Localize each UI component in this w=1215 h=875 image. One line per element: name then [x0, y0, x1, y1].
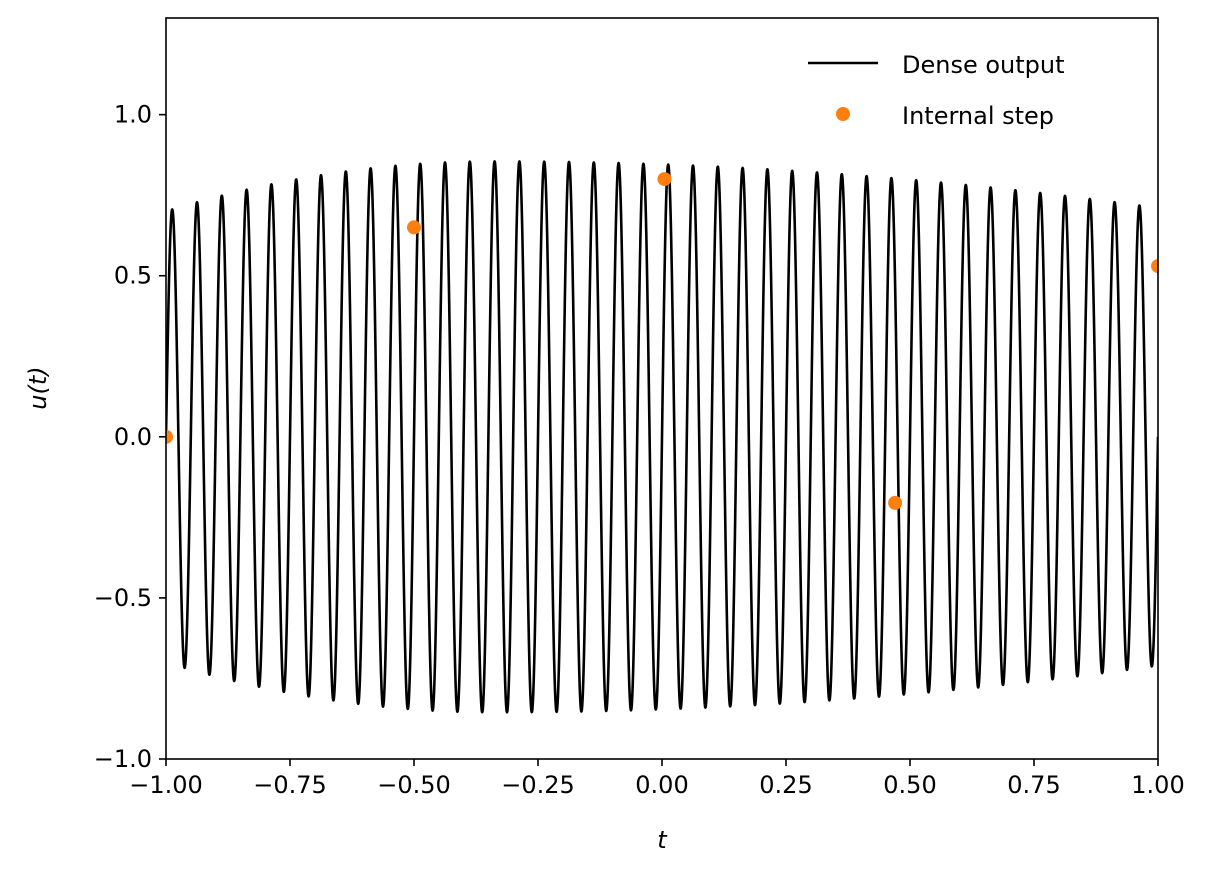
x-tick-label: 0.50 [883, 771, 936, 799]
plot-area [166, 160, 1158, 714]
internal-step-point [1151, 259, 1158, 274]
x-axis: −1.00 −0.75 −0.50 −0.25 0.00 0.25 0.50 0.75 1.00 [129, 759, 1185, 799]
legend-label-internal-step: Internal step [902, 102, 1054, 130]
y-tick-label: 1.0 [114, 101, 152, 129]
internal-step-markers [166, 172, 1158, 510]
x-tick-label: −0.50 [377, 771, 451, 799]
dense-output-line [166, 160, 1158, 714]
internal-step-point [657, 172, 672, 187]
y-tick-label: −0.5 [94, 584, 152, 612]
y-axis: −1.0 −0.5 0.0 0.5 1.0 [94, 101, 166, 773]
internal-step-point [166, 429, 173, 444]
x-tick-label: 0.75 [1007, 771, 1060, 799]
internal-step-point [888, 495, 903, 510]
x-tick-label: −0.25 [501, 771, 575, 799]
legend-label-dense-output: Dense output [902, 51, 1065, 79]
legend-marker-swatch [836, 107, 850, 121]
x-tick-label: 0.25 [759, 771, 812, 799]
x-tick-label: 1.00 [1131, 771, 1184, 799]
y-tick-label: 0.5 [114, 262, 152, 290]
y-tick-label: 0.0 [114, 423, 152, 451]
y-axis-label: u(t) [24, 366, 52, 409]
internal-step-point [407, 220, 421, 235]
legend: Dense output Internal step [808, 51, 1065, 130]
x-tick-label: 0.00 [635, 771, 688, 799]
x-tick-label: −0.75 [253, 771, 327, 799]
y-tick-label: −1.0 [94, 745, 152, 773]
x-tick-label: −1.00 [129, 771, 203, 799]
x-axis-label: t [657, 826, 668, 854]
